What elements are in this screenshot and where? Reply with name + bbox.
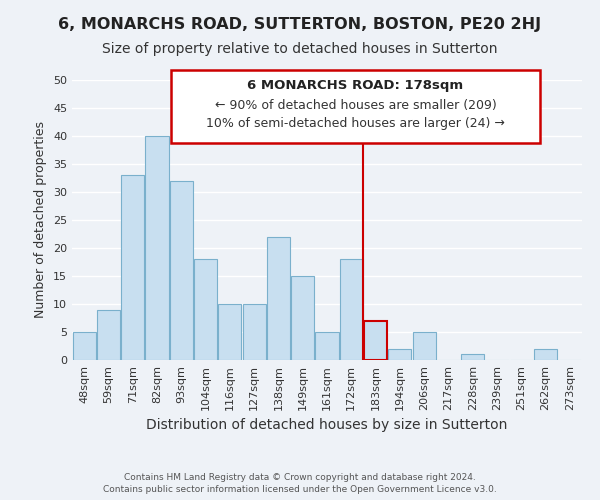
Bar bbox=[364, 321, 387, 360]
Bar bbox=[218, 304, 241, 360]
Bar bbox=[242, 304, 266, 360]
Text: Contains HM Land Registry data © Crown copyright and database right 2024.: Contains HM Land Registry data © Crown c… bbox=[124, 472, 476, 482]
Bar bbox=[170, 181, 193, 360]
Text: 10% of semi-detached houses are larger (24) →: 10% of semi-detached houses are larger (… bbox=[206, 118, 505, 130]
Bar bbox=[97, 310, 120, 360]
Bar bbox=[388, 349, 412, 360]
Bar bbox=[145, 136, 169, 360]
Bar bbox=[194, 259, 217, 360]
X-axis label: Distribution of detached houses by size in Sutterton: Distribution of detached houses by size … bbox=[146, 418, 508, 432]
Bar bbox=[291, 276, 314, 360]
Text: Size of property relative to detached houses in Sutterton: Size of property relative to detached ho… bbox=[102, 42, 498, 56]
Bar bbox=[267, 237, 290, 360]
Bar bbox=[340, 259, 363, 360]
Text: 6 MONARCHS ROAD: 178sqm: 6 MONARCHS ROAD: 178sqm bbox=[247, 79, 464, 92]
Bar bbox=[534, 349, 557, 360]
Bar bbox=[413, 332, 436, 360]
Text: Contains public sector information licensed under the Open Government Licence v3: Contains public sector information licen… bbox=[103, 485, 497, 494]
Y-axis label: Number of detached properties: Number of detached properties bbox=[34, 122, 47, 318]
Text: 6, MONARCHS ROAD, SUTTERTON, BOSTON, PE20 2HJ: 6, MONARCHS ROAD, SUTTERTON, BOSTON, PE2… bbox=[58, 18, 542, 32]
Bar bbox=[121, 175, 144, 360]
Bar bbox=[461, 354, 484, 360]
Text: ← 90% of detached houses are smaller (209): ← 90% of detached houses are smaller (20… bbox=[215, 99, 496, 112]
Bar bbox=[73, 332, 95, 360]
Bar bbox=[316, 332, 338, 360]
